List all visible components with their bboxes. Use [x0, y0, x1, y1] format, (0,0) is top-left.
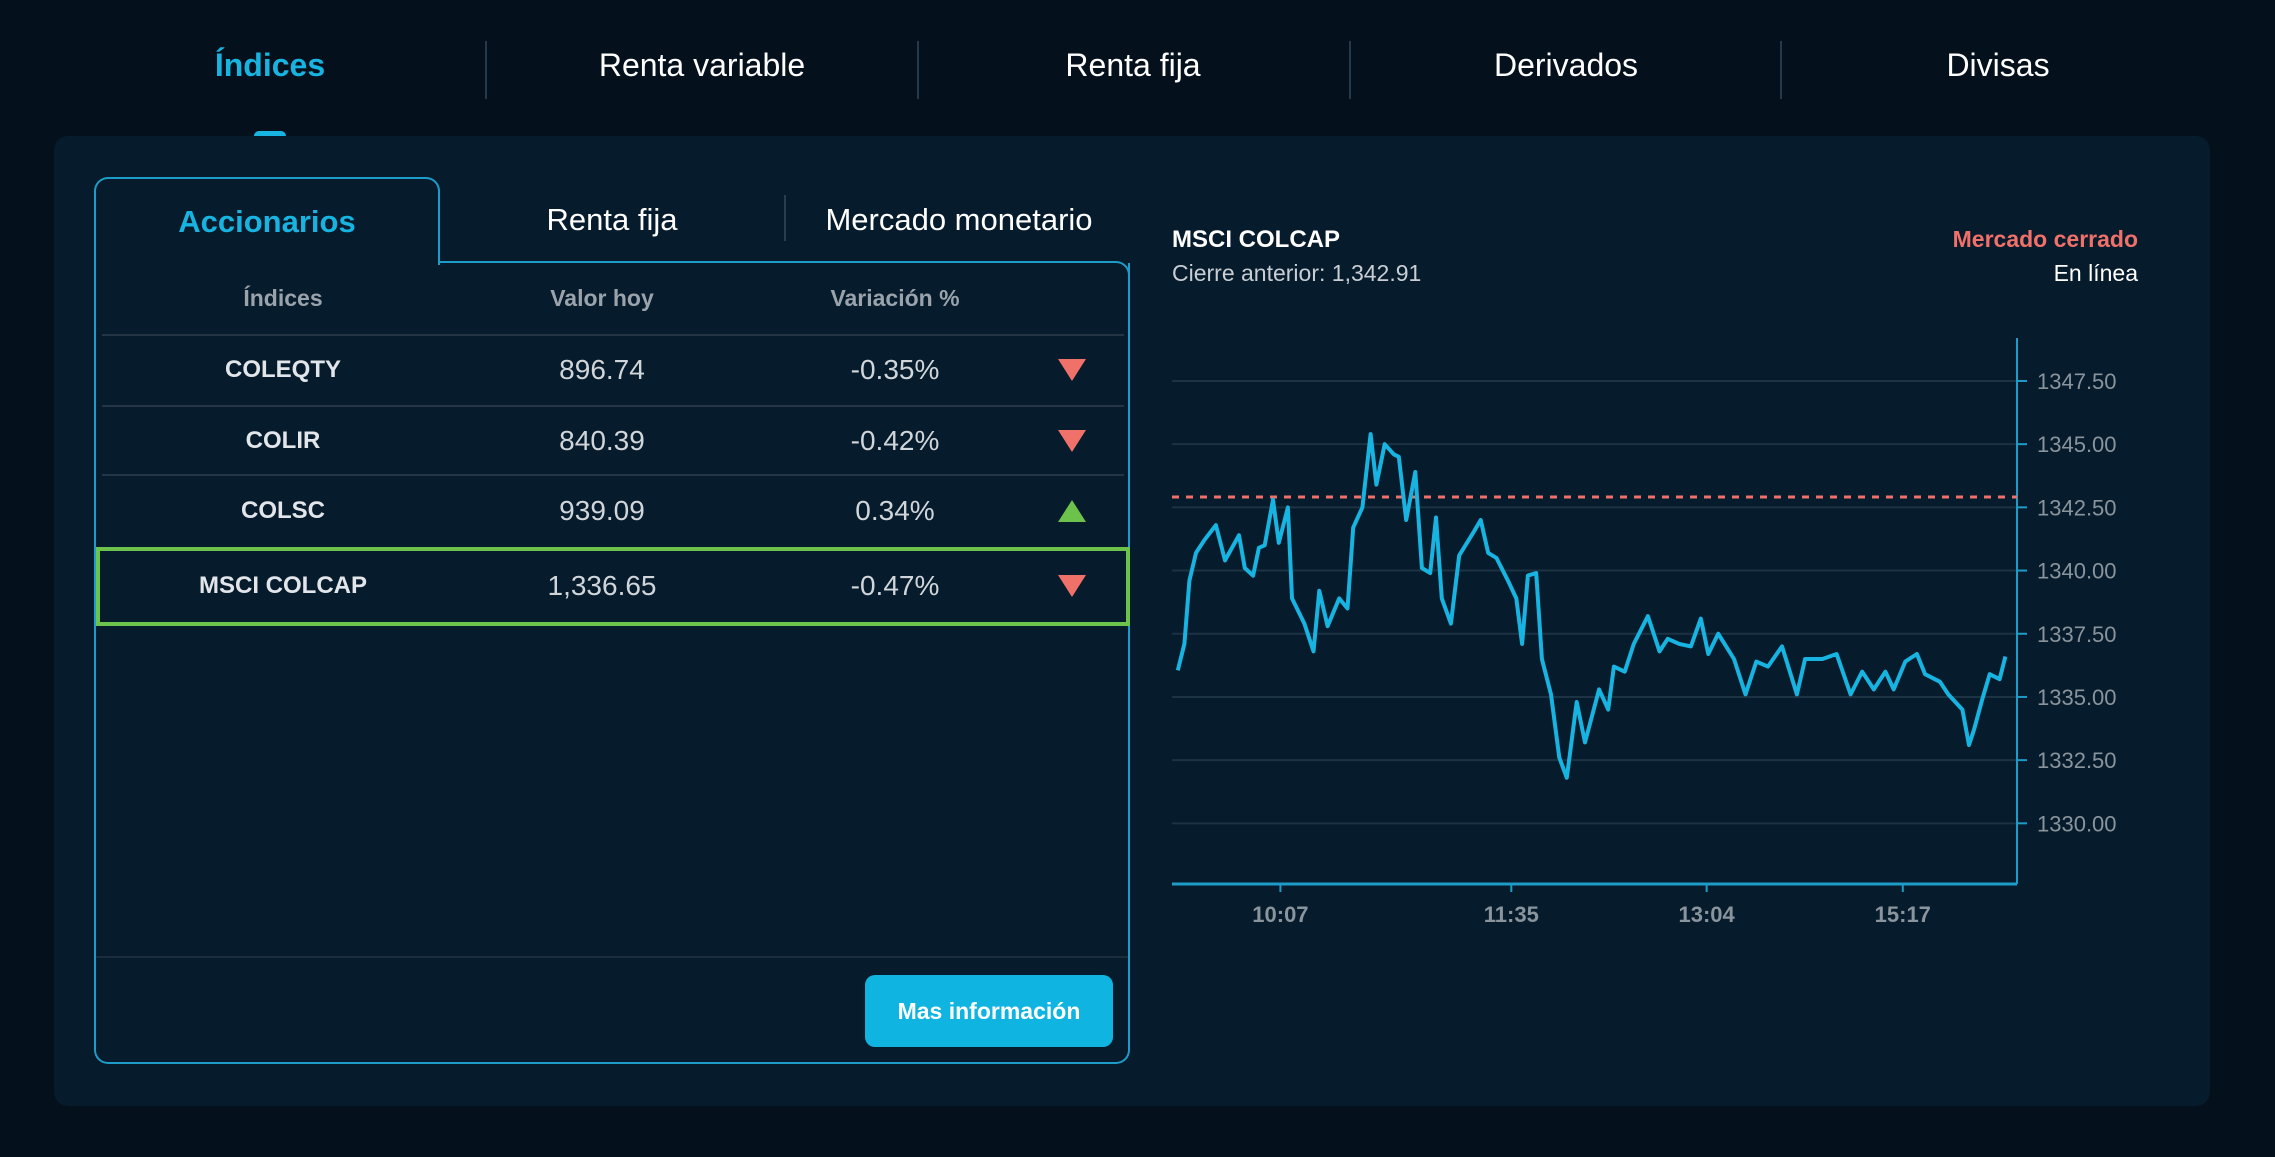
more-info-button[interactable]: Mas información [865, 975, 1113, 1047]
index-name: COLSC [241, 497, 325, 524]
nav-tab-derivados[interactable]: Derivados [1493, 47, 1639, 83]
table-row[interactable]: COLIR 840.39 -0.42% [96, 406, 1130, 476]
indices-panel [54, 136, 2210, 1106]
nav-divider [917, 41, 919, 99]
chart-title: MSCI COLCAP [1172, 226, 1340, 253]
table-row-selected[interactable]: MSCI COLCAP 1,336.65 -0.47% [96, 551, 1130, 621]
y-tick-label: 1335.00 [2037, 685, 2117, 710]
index-change: -0.47% [850, 570, 940, 601]
x-tick-label: 13:04 [1679, 902, 1736, 927]
column-header-variacion: Variación % [830, 285, 960, 311]
x-tick-label: 10:07 [1252, 902, 1308, 927]
connection-mode: En línea [2053, 260, 2138, 286]
index-value: 896.74 [559, 354, 645, 385]
nav-divider [1780, 41, 1782, 99]
up-arrow-icon [1058, 500, 1086, 522]
index-value: 840.39 [559, 425, 645, 456]
index-change: -0.42% [850, 425, 940, 456]
subtab-renta-fija[interactable]: Renta fija [546, 202, 678, 237]
subtab-divider [784, 195, 786, 241]
y-tick-label: 1330.00 [2037, 811, 2117, 836]
market-status: Mercado cerrado [1952, 226, 2138, 252]
card-border [438, 261, 1130, 277]
index-name: COLIR [245, 427, 321, 454]
nav-tab-divisas[interactable]: Divisas [1946, 47, 2050, 83]
index-change: 0.34% [855, 495, 935, 526]
table-row[interactable]: COLSC 939.09 0.34% [96, 476, 1130, 546]
nav-divider [485, 41, 487, 99]
index-value: 1,336.65 [547, 570, 657, 601]
down-arrow-icon [1058, 575, 1086, 597]
y-tick-label: 1332.50 [2037, 748, 2117, 773]
table-row[interactable]: COLEQTY 896.74 -0.35% [96, 335, 1130, 405]
price-line [1175, 432, 2008, 780]
down-arrow-icon [1058, 359, 1086, 381]
column-header-indices: Índices [243, 285, 323, 311]
card-footer-divider [96, 956, 1128, 958]
y-tick-label: 1340.00 [2037, 559, 2117, 584]
indices-table-card [94, 263, 1130, 1064]
index-value: 939.09 [559, 495, 645, 526]
row-divider [102, 334, 1124, 336]
nav-divider [1349, 41, 1351, 99]
subtab-accionarios[interactable]: Accionarios [94, 177, 440, 265]
row-divider [102, 405, 1124, 407]
column-header-valor-hoy: Valor hoy [550, 285, 654, 311]
index-name: MSCI COLCAP [199, 572, 367, 599]
x-tick-label: 11:35 [1484, 902, 1539, 927]
row-divider [102, 474, 1124, 476]
index-change: -0.35% [850, 354, 940, 385]
nav-tab-indices[interactable]: Índices [214, 47, 326, 83]
subtab-mercado-monetario[interactable]: Mercado monetario [825, 202, 1093, 237]
y-tick-label: 1342.50 [2037, 495, 2117, 520]
selected-row-highlight [96, 547, 1130, 626]
x-tick-label: 15:17 [1875, 902, 1931, 927]
y-tick-label: 1337.50 [2037, 622, 2117, 647]
previous-close: Cierre anterior: 1,342.91 [1172, 260, 1422, 286]
y-tick-label: 1347.50 [2037, 369, 2117, 394]
nav-tab-renta-variable[interactable]: Renta variable [598, 47, 806, 83]
index-name: COLEQTY [224, 356, 342, 383]
nav-tab-renta-fija[interactable]: Renta fija [1065, 47, 1201, 83]
down-arrow-icon [1058, 430, 1086, 452]
y-tick-label: 1345.00 [2037, 432, 2117, 457]
